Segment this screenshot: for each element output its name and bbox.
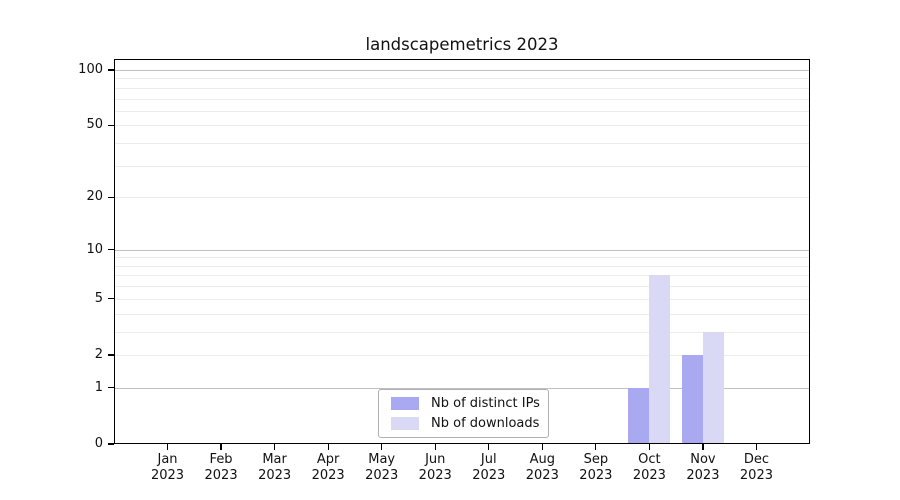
x-tick-label-3: Apr 2023 (311, 452, 345, 483)
x-tick-label-1: Feb 2023 (204, 452, 238, 483)
major-gridline-100 (114, 70, 810, 71)
legend-swatch-distinct-ips (391, 397, 419, 410)
legend-label-distinct-ips: Nb of distinct IPs (431, 396, 540, 411)
x-tick-mark-6 (488, 444, 490, 450)
x-tick-label-0: Jan 2023 (150, 452, 185, 483)
y-tick-label-5: 5 (94, 290, 103, 306)
minor-gridline-30 (114, 165, 810, 167)
y-tick-label-10: 10 (86, 241, 103, 257)
x-tick-mark-1 (220, 444, 222, 450)
x-tick-mark-0 (166, 444, 169, 450)
x-tick-mark-4 (381, 444, 383, 450)
chart-title: landscapemetrics 2023 (365, 35, 559, 54)
major-gridline-1 (114, 387, 810, 389)
x-tick-mark-7 (541, 444, 543, 450)
major-gridline-10 (114, 249, 810, 251)
x-tick-label-5: Jun 2023 (418, 452, 452, 483)
minor-gridline-40 (114, 143, 810, 145)
minor-gridline-9 (114, 257, 810, 259)
minor-gridline-80 (114, 87, 810, 89)
x-tick-label-11: Dec 2023 (739, 452, 773, 483)
x-tick-mark-3 (327, 444, 329, 450)
x-tick-label-7: Aug 2023 (525, 452, 559, 483)
y-tick-mark-20 (108, 196, 114, 198)
x-tick-label-10: Nov 2023 (686, 452, 720, 483)
minor-gridline-50 (114, 125, 810, 127)
y-tick-mark-2 (108, 354, 114, 356)
x-tick-label-4: May 2023 (365, 452, 399, 483)
minor-gridline-60 (114, 110, 810, 112)
y-tick-mark-1 (108, 387, 114, 389)
bar-nb-of-distinct-ips-9 (628, 387, 650, 444)
x-tick-mark-5 (434, 444, 436, 450)
minor-gridline-5 (114, 298, 810, 300)
x-tick-label-9: Oct 2023 (632, 452, 666, 483)
minor-gridline-6 (114, 286, 810, 288)
x-tick-mark-8 (595, 444, 597, 450)
y-tick-label-100: 100 (78, 62, 103, 77)
x-tick-label-8: Sep 2023 (579, 452, 613, 483)
minor-gridline-20 (114, 197, 810, 199)
x-tick-mark-2 (273, 444, 276, 450)
minor-gridline-3 (114, 331, 810, 333)
x-tick-mark-10 (702, 444, 704, 450)
x-tick-label-2: Mar 2023 (258, 452, 292, 483)
plot-area (114, 59, 810, 444)
minor-gridline-70 (114, 98, 810, 100)
minor-gridline-7 (114, 275, 810, 277)
y-tick-mark-5 (108, 298, 114, 300)
y-tick-mark-100 (108, 69, 114, 71)
minor-gridline-4 (114, 313, 810, 315)
y-tick-mark-10 (108, 249, 114, 251)
y-tick-label-50: 50 (86, 117, 103, 133)
y-tick-label-1: 1 (94, 379, 103, 395)
bar-nb-of-distinct-ips-10 (681, 354, 703, 444)
minor-gridline-90 (114, 78, 810, 80)
y-tick-label-20: 20 (86, 189, 103, 205)
legend-label-downloads: Nb of downloads (431, 416, 540, 431)
y-tick-mark-50 (108, 124, 114, 127)
x-tick-mark-11 (755, 444, 758, 450)
legend-item-distinct-ips: Nb of distinct IPs (391, 396, 540, 411)
x-tick-label-6: Jul 2023 (472, 452, 506, 483)
x-tick-mark-9 (648, 444, 651, 450)
bar-nb-of-downloads-9 (649, 275, 671, 444)
y-tick-label-2: 2 (94, 346, 103, 362)
minor-gridline-2 (114, 354, 810, 356)
legend: Nb of distinct IPs Nb of downloads (378, 389, 549, 438)
legend-swatch-downloads (391, 417, 419, 430)
bar-nb-of-downloads-10 (702, 331, 724, 444)
y-tick-mark-0 (108, 443, 114, 445)
y-tick-label-0: 0 (94, 436, 103, 451)
legend-item-downloads: Nb of downloads (391, 416, 539, 431)
minor-gridline-8 (114, 265, 810, 267)
